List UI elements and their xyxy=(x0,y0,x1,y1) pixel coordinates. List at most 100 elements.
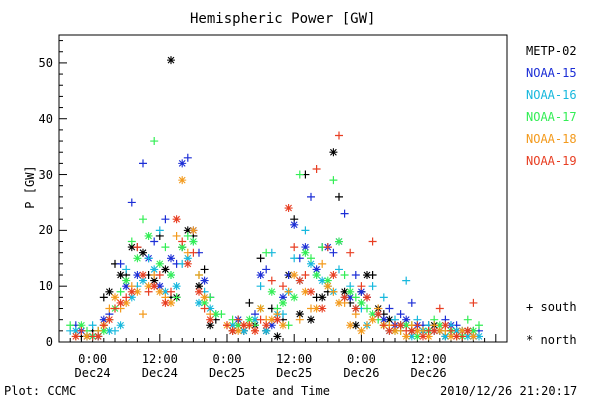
south-point xyxy=(161,215,170,224)
north-point xyxy=(284,204,293,213)
x-tick-date: Dec24 xyxy=(74,366,111,380)
south-point xyxy=(290,254,299,263)
north-point xyxy=(206,315,215,324)
south-point xyxy=(139,310,147,319)
x-tick-date: Dec26 xyxy=(343,366,380,380)
north-point xyxy=(127,293,136,302)
north-point xyxy=(256,271,265,280)
north-point xyxy=(245,315,254,324)
north-point xyxy=(200,298,209,307)
north-point xyxy=(195,287,203,296)
south-point xyxy=(167,287,175,296)
north-point xyxy=(161,265,170,274)
south-point xyxy=(178,237,187,246)
south-point xyxy=(189,248,198,257)
north-point xyxy=(167,271,175,280)
south-point xyxy=(111,304,119,313)
south-point xyxy=(172,231,181,240)
north-point xyxy=(234,321,243,330)
south-point xyxy=(262,265,271,274)
north-point xyxy=(290,271,299,280)
south-point xyxy=(335,192,343,201)
north-point xyxy=(335,237,343,246)
north-point xyxy=(273,332,282,341)
south-point xyxy=(335,131,343,140)
x-tick-date: Dec24 xyxy=(141,366,178,380)
north-point xyxy=(318,293,327,302)
north-point xyxy=(279,293,287,302)
south-point xyxy=(144,254,153,263)
north-point xyxy=(94,332,103,341)
legend-entry: NOAA-15 xyxy=(526,66,577,80)
south-point xyxy=(447,326,455,335)
y-axis-label: P [GW] xyxy=(23,165,37,209)
south-point xyxy=(116,259,125,268)
x-axis-label: Date and Time xyxy=(236,384,330,398)
north-point xyxy=(475,332,483,341)
south-point xyxy=(155,271,164,280)
north-point xyxy=(323,276,332,285)
south-point xyxy=(172,293,181,302)
south-point xyxy=(99,293,108,302)
footer-left: Plot: CCMC xyxy=(4,384,77,398)
south-point xyxy=(155,226,164,235)
south-point xyxy=(323,243,332,252)
south-point xyxy=(200,304,209,313)
chart-title: Hemispheric Power [GW] xyxy=(190,11,376,27)
south-point xyxy=(379,321,388,330)
legend-entry: METP-02 xyxy=(526,44,577,58)
north-point xyxy=(178,159,187,168)
north-point xyxy=(77,321,86,330)
north-point xyxy=(234,326,243,335)
north-point xyxy=(211,310,220,319)
north-point xyxy=(407,332,416,341)
north-point xyxy=(195,298,203,307)
y-tick-label: 30 xyxy=(38,167,53,182)
north-point xyxy=(133,271,142,280)
south-point xyxy=(351,293,360,302)
north-point xyxy=(357,326,366,335)
north-point xyxy=(295,310,304,319)
south-point xyxy=(139,159,147,168)
north-point xyxy=(206,321,215,330)
north-point xyxy=(441,321,450,330)
north-point xyxy=(312,265,321,274)
north-point xyxy=(346,287,355,296)
south-point xyxy=(262,248,271,257)
north-point xyxy=(273,315,282,324)
south-point xyxy=(435,304,444,313)
south-point xyxy=(368,282,377,291)
north-point xyxy=(239,321,248,330)
north-point xyxy=(312,304,321,313)
south-point xyxy=(122,293,131,302)
south-point xyxy=(144,287,153,296)
south-point xyxy=(340,209,349,218)
north-point xyxy=(127,287,136,296)
south-point xyxy=(295,315,304,324)
south-point xyxy=(295,170,304,179)
north-point xyxy=(178,176,187,185)
north-point xyxy=(363,293,371,302)
north-point xyxy=(167,298,175,307)
south-point xyxy=(88,321,97,330)
south-point xyxy=(284,287,293,296)
x-tick-date: Dec25 xyxy=(276,366,313,380)
north-point xyxy=(139,276,147,285)
north-point xyxy=(335,298,343,307)
north-point xyxy=(463,326,472,335)
south-point xyxy=(475,321,483,330)
south-point xyxy=(396,310,405,319)
south-point xyxy=(385,304,394,313)
north-point xyxy=(435,321,444,330)
north-marker-label: north xyxy=(540,333,577,347)
legend-entry: NOAA-18 xyxy=(526,132,577,146)
south-point xyxy=(183,153,192,162)
x-tick-time: 12:00 xyxy=(141,352,178,366)
south-point xyxy=(150,137,159,146)
north-point xyxy=(368,315,377,324)
south-point xyxy=(256,282,265,291)
north-point xyxy=(463,332,472,341)
south-point xyxy=(127,237,136,246)
south-point xyxy=(256,315,265,324)
north-point xyxy=(251,326,259,335)
